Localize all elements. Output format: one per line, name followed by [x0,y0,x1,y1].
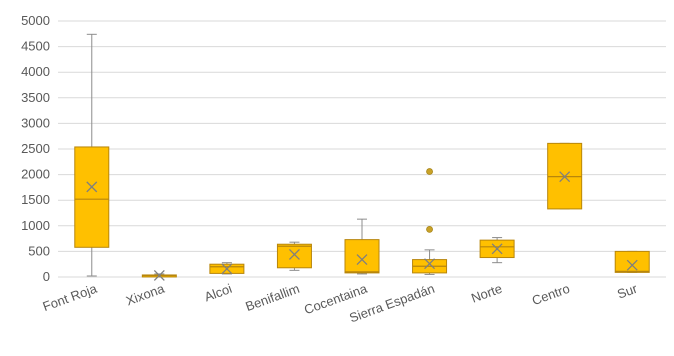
mean-marker [626,259,638,271]
y-tick-label: 2000 [21,167,50,182]
y-tick-label: 5000 [21,13,50,28]
mean-marker [356,254,368,266]
y-tick-label: 0 [43,269,50,284]
y-tick-label: 3000 [21,115,50,130]
x-axis-category-labels: Font Roja Xixona Alcoi Benifallim Cocentaina… [41,280,640,325]
y-tick-label: 4500 [21,39,50,54]
x-category-label: Centro [530,281,572,308]
x-category-label: Benifallim [243,281,301,314]
iqr-box [344,239,380,274]
mean-marker [491,243,503,255]
y-tick-label: 500 [28,243,50,258]
box-group [74,33,110,277]
box-group [276,241,312,271]
outlier-point [426,225,433,233]
mean-marker [288,249,300,260]
box-group [479,237,515,264]
x-category-label: Xixona [124,280,167,308]
y-tick-label: 1500 [21,192,50,207]
iqr-box [614,250,650,273]
box-group [344,218,380,275]
x-category-label: Sur [615,280,640,301]
box-group [614,250,650,273]
box-group [209,262,245,275]
y-axis-ticks: 0 500 1000 1500 2000 2500 3000 3500 4000 4500 5000 [21,13,50,284]
mean-marker [153,270,165,281]
box-group [547,142,583,210]
y-tick-label: 3500 [21,90,50,105]
x-category-label: Alcoi [202,281,234,305]
iqr-box [276,243,312,269]
grid-layer [58,20,666,278]
mean-marker [86,181,98,193]
box-group [412,168,448,275]
outlier-point [426,168,433,175]
mean-marker [424,258,436,270]
x-category-label: Norte [469,281,504,306]
box-group [141,270,177,281]
iqr-box [74,146,110,248]
y-tick-label: 4000 [21,64,50,79]
mean-marker [221,263,233,275]
y-tick-label: 2500 [21,141,50,156]
boxes-layer [74,33,650,281]
mean-marker [559,171,571,183]
y-tick-label: 1000 [21,218,50,233]
x-category-label: Font Roja [41,280,100,314]
